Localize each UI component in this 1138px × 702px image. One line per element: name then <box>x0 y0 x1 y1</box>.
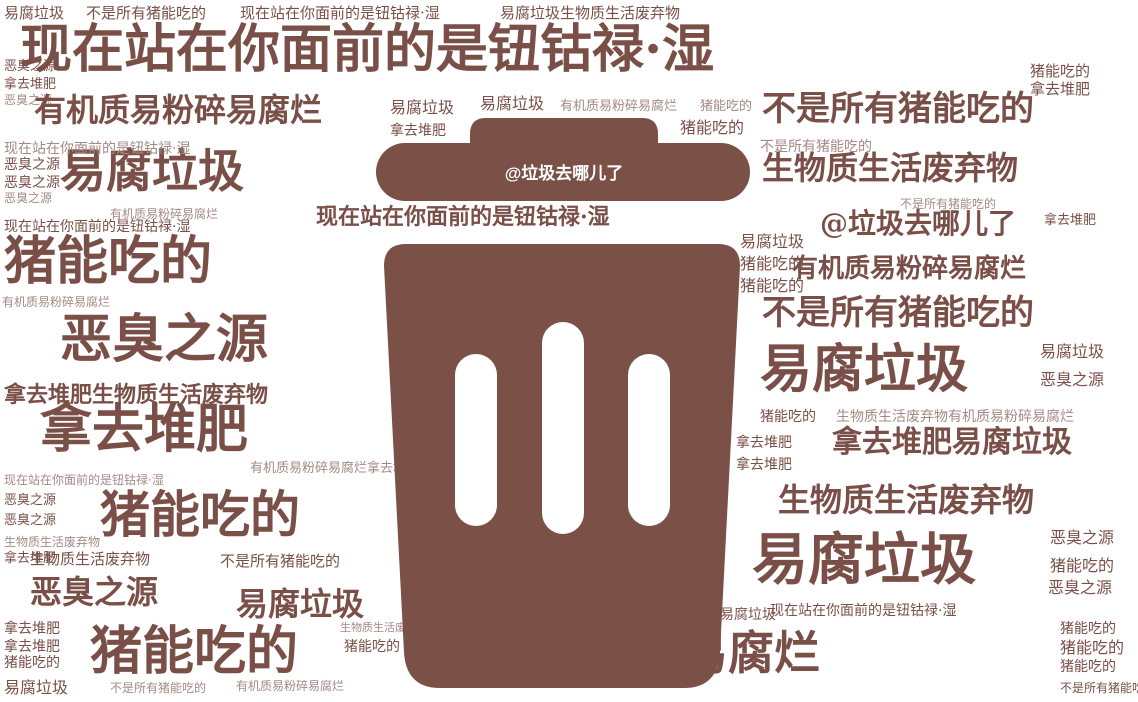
cloud-word: 恶臭之源 <box>4 175 60 191</box>
cloud-word: 恶臭之源 <box>4 191 53 205</box>
cloud-word: 生物质生活废弃物 <box>778 481 1035 519</box>
cloud-word: 不是所有猪能吃的 <box>762 89 1034 129</box>
cloud-word: 现在站在你面前的是钮钴禄·湿 <box>20 19 715 80</box>
cloud-word: @垃圾去哪儿了 <box>820 207 1017 240</box>
cloud-word: 易腐垃圾 <box>752 527 976 593</box>
cloud-word: 恶臭之源 <box>4 513 57 528</box>
cloud-word: 拿去堆肥 <box>736 435 792 451</box>
cloud-word: 易腐垃圾 <box>390 98 455 117</box>
cloud-word: 易腐垃圾 <box>760 339 969 400</box>
cloud-word: 猪能吃的 <box>1030 62 1091 80</box>
trash-can-slot-right <box>628 354 670 526</box>
cloud-word: 猪能吃的 <box>4 231 213 292</box>
cloud-word: 猪能吃的 <box>700 99 753 114</box>
trash-can-slot-center <box>542 322 584 534</box>
cloud-word: 猪能吃的 <box>1060 659 1116 675</box>
trash-can-handle <box>470 118 658 150</box>
cloud-word: 拿去堆肥 <box>40 399 249 460</box>
cloud-word: 生物质生活废弃物 <box>762 149 1019 187</box>
cloud-word: 现在站在你面前的是钮钴禄·湿 <box>770 603 957 619</box>
cloud-word: 拿去堆肥 <box>4 77 57 92</box>
cloud-word: 易腐垃圾 <box>1040 342 1105 361</box>
cloud-word: 现在站在你面前的是钮钴禄·湿 <box>4 219 191 235</box>
cloud-word: 恶臭之源 <box>4 157 60 173</box>
cloud-word: 易腐垃圾 <box>236 585 365 623</box>
cloud-word: 有机质易粉碎易腐烂 <box>236 679 345 693</box>
cloud-word: 猪能吃的 <box>740 254 805 273</box>
cloud-word: 恶臭之源 <box>30 573 159 611</box>
cloud-word: 恶臭之源 <box>60 309 269 370</box>
cloud-word: 易腐垃圾 <box>4 4 65 22</box>
trash-can-lid <box>376 143 750 201</box>
cloud-word: 不是所有猪能吃的 <box>86 4 207 22</box>
cloud-word: 猪能吃的 <box>4 655 60 671</box>
cloud-word: 易腐垃圾 <box>4 678 69 697</box>
cloud-word: 拿去堆肥生物质生活废弃物 <box>4 382 269 408</box>
cloud-word: 猪能吃的 <box>344 639 400 655</box>
cloud-word: 恶臭之源 <box>1040 370 1105 389</box>
cloud-word: 有机质易粉碎易腐烂 <box>110 207 219 221</box>
cloud-word: 生物质生活废弃物 <box>4 535 101 549</box>
cloud-word: 不是所有猪能吃的 <box>1060 681 1138 695</box>
cloud-word: 恶臭之源 <box>1050 528 1115 547</box>
cloud-word: 易腐垃圾 <box>60 144 244 198</box>
cloud-word: 现在站在你面前的是钮钴禄·湿 <box>4 141 191 157</box>
cloud-word: 有机质易粉碎易腐烂 <box>792 254 1027 284</box>
cloud-word: 猪能吃的 <box>680 118 745 137</box>
cloud-word: 有机质易粉碎易腐烂 <box>34 91 323 129</box>
cloud-word: 猪能吃的 <box>740 276 805 295</box>
cloud-word: 猪能吃的 <box>1060 638 1125 657</box>
cloud-word: 有机质易粉碎易腐烂 <box>2 295 111 309</box>
cloud-word: 猪能吃的 <box>760 409 816 425</box>
cloud-word: 易腐垃圾生物质生活废弃物 <box>500 4 681 22</box>
cloud-word: 不是所有猪能吃的 <box>760 139 872 155</box>
cloud-word: 拿去堆肥 <box>4 621 60 637</box>
cloud-word: 拿去堆肥 <box>736 457 792 473</box>
cloud-word: 生物质生活废弃物 <box>30 550 151 568</box>
cloud-word: 恶臭之源 <box>4 93 53 107</box>
cloud-word: 拿去堆肥 <box>1030 80 1091 98</box>
cloud-word: 拿去堆肥 <box>4 639 60 655</box>
cloud-word: 生物质生活废弃物有机质易粉碎易腐烂 <box>836 409 1074 425</box>
cloud-word: 不是所有猪能吃的 <box>900 197 997 211</box>
trash-can-slot-left <box>455 354 497 526</box>
cloud-word: 拿去堆肥 <box>1044 213 1097 228</box>
cloud-word: 现在站在你面前的是钮钴禄·湿 <box>4 473 164 487</box>
cloud-word: 有机质易粉碎易腐烂 <box>560 99 678 114</box>
cloud-word: 不是所有猪能吃的 <box>220 552 341 570</box>
cloud-word: 易腐垃圾 <box>720 607 776 623</box>
cloud-word: 猪能吃的 <box>1050 556 1115 575</box>
cloud-word: 现在站在你面前的是钮钴禄·湿 <box>316 204 610 230</box>
cloud-word: 拿去堆肥易腐垃圾 <box>832 425 1072 460</box>
cloud-word: 恶臭之源 <box>4 59 57 74</box>
cloud-word: 拿去堆肥 <box>4 551 57 566</box>
trash-can-label: @垃圾去哪儿了 <box>504 163 624 183</box>
cloud-word: 现在站在你面前的是钮钴禄·湿 <box>240 4 440 22</box>
cloud-word: 不是所有猪能吃的 <box>110 681 207 695</box>
cloud-word: 拿去堆肥 <box>390 123 446 139</box>
cloud-word: 恶臭之源 <box>1048 578 1113 597</box>
cloud-word: 猪能吃的 <box>100 485 300 544</box>
cloud-word: 有机质易粉碎易腐烂拿去堆肥 <box>250 461 420 476</box>
cloud-word: 易腐垃圾 <box>480 94 545 113</box>
cloud-word: 猪能吃的 <box>1060 621 1116 637</box>
cloud-word: 猪能吃的 <box>90 621 299 682</box>
cloud-word: 恶臭之源 <box>4 493 57 508</box>
cloud-word: 不是所有猪能吃的 <box>762 293 1034 333</box>
cloud-word: 易腐垃圾 <box>740 232 805 251</box>
cloud-word: 生物质生活废弃物 <box>340 621 428 634</box>
